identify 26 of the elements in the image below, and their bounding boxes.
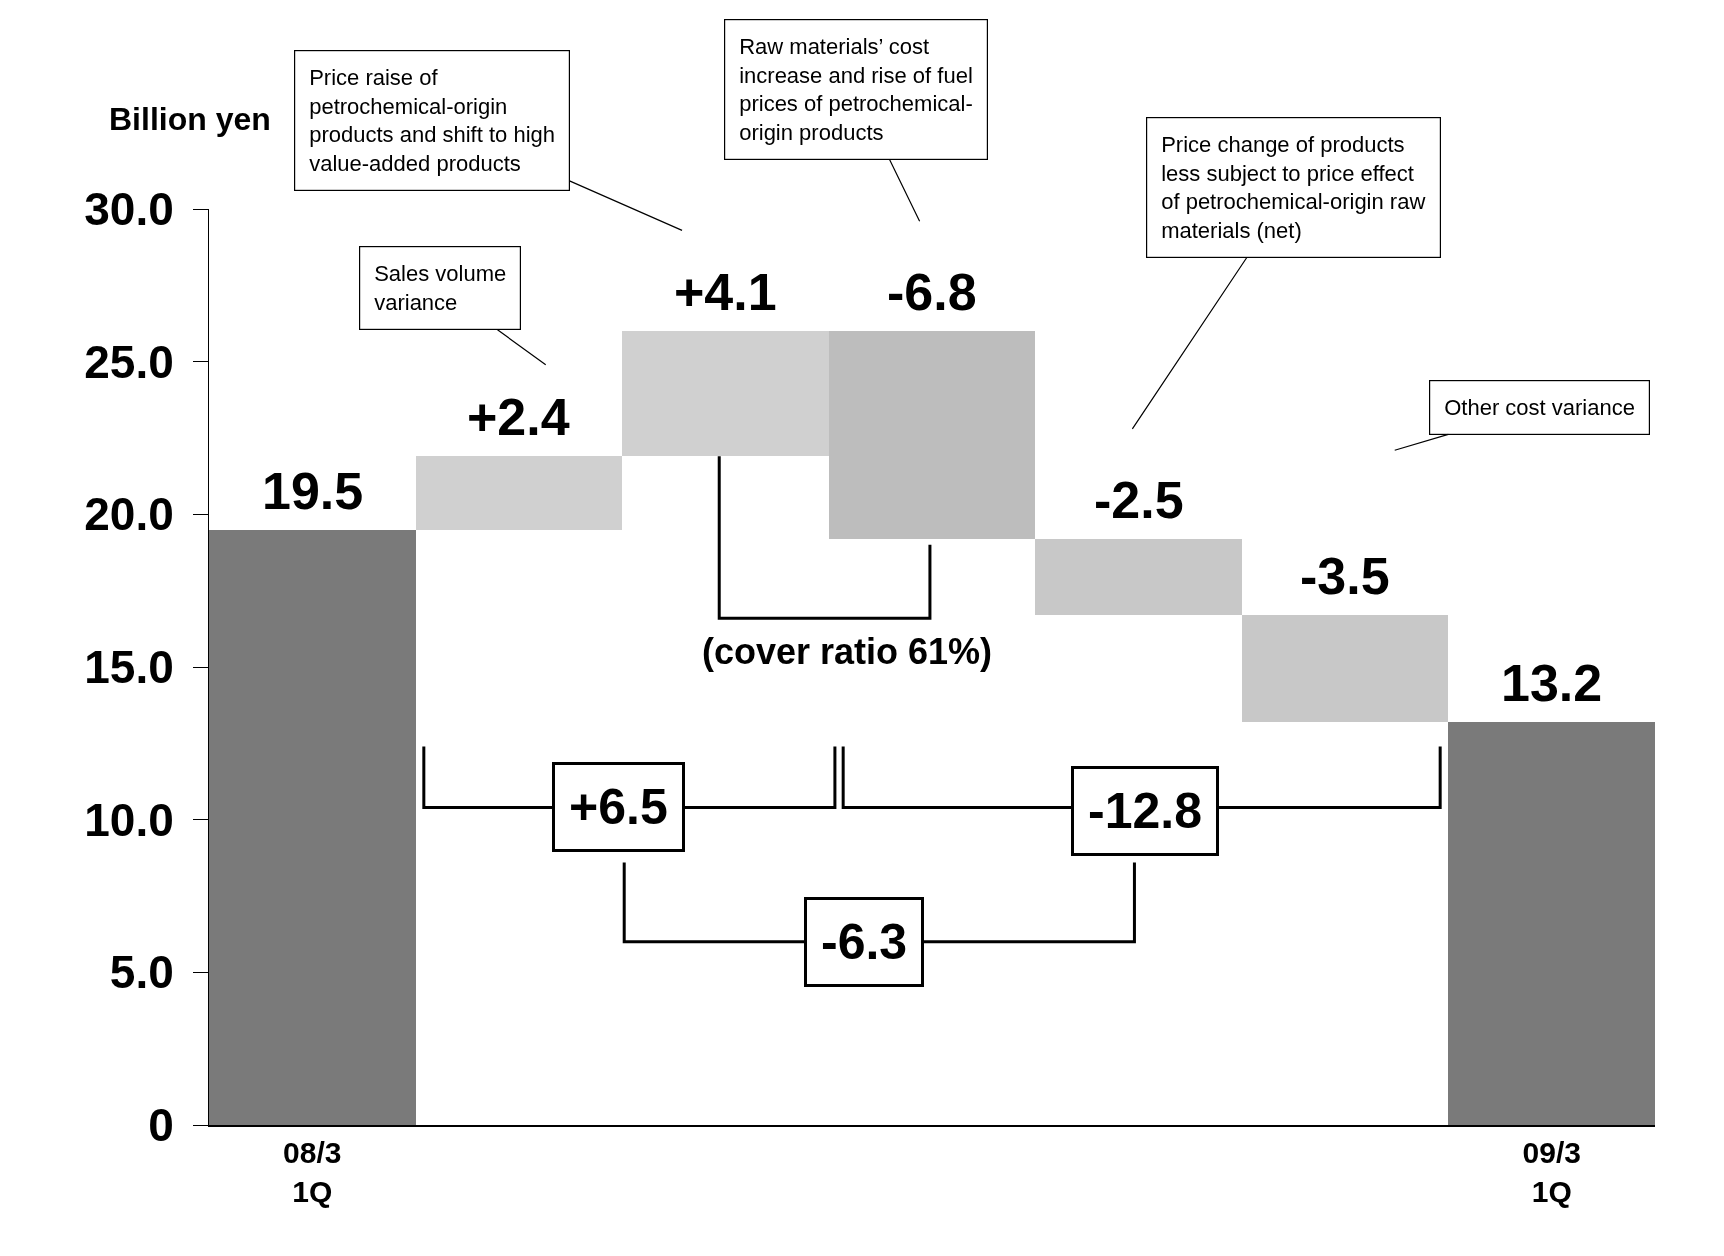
annotation: +6.5 <box>569 779 668 835</box>
data-label: -2.5 <box>1094 471 1184 529</box>
annotation: (cover ratio 61%) <box>702 631 993 672</box>
y-tick-label: 0 <box>148 1099 174 1152</box>
annotation: -12.8 <box>1088 783 1202 839</box>
y-tick-label: 20.0 <box>84 488 174 541</box>
text: Raw materials’ cost increase and rise of fuel prices of petrochemical- origin products <box>739 34 973 145</box>
y-tick-label: 30.0 <box>84 183 174 236</box>
text: Price raise of petrochemical-origin products and shift to high value-added products <box>309 65 556 176</box>
annotation: -6.3 <box>821 914 908 970</box>
data-label: -6.8 <box>887 263 977 321</box>
y-tick-label: 15.0 <box>84 641 174 694</box>
x-tick-label: 09/3 1Q <box>1522 1135 1581 1208</box>
data-label: 13.2 <box>1501 654 1603 712</box>
data-label: 19.5 <box>262 462 364 520</box>
y-tick-label: 10.0 <box>84 793 174 846</box>
x-tick-label: 08/3 1Q <box>283 1135 342 1208</box>
data-label: -3.5 <box>1300 547 1390 605</box>
y-axis-title: Billion yen <box>109 101 271 137</box>
annotation: Sales volume variance <box>374 261 507 315</box>
y-tick-label: 25.0 <box>84 335 174 388</box>
annotation: Price change of products less subject to price effect of petrochemical-origin raw materials (net) <box>1161 132 1426 243</box>
data-label: +2.4 <box>467 388 570 446</box>
annotation: Other cost variance <box>1444 395 1635 421</box>
data-label: +4.1 <box>674 263 777 321</box>
y-tick-label: 5.0 <box>109 946 174 999</box>
